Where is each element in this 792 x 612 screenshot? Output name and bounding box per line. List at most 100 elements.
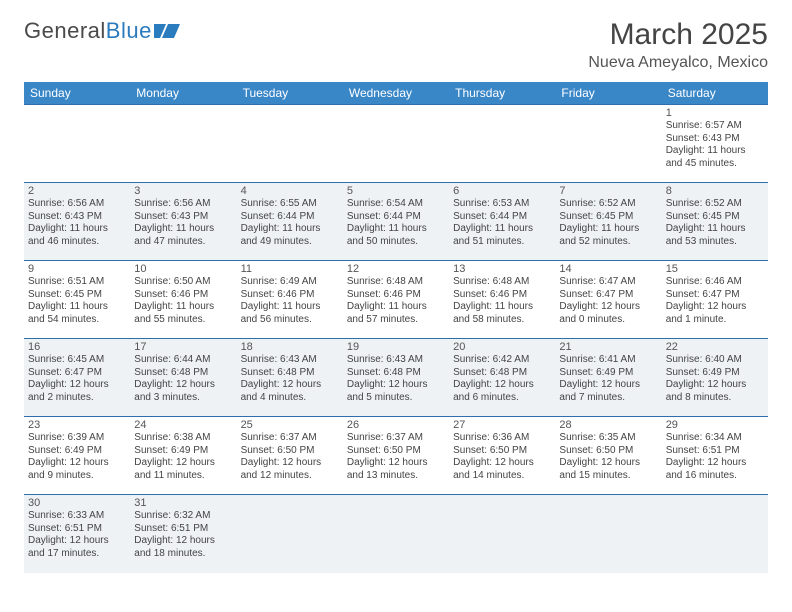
calendar-day-cell: 19Sunrise: 6:43 AMSunset: 6:48 PMDayligh… [343,339,449,417]
calendar-day-cell: 12Sunrise: 6:48 AMSunset: 6:46 PMDayligh… [343,261,449,339]
calendar-day-cell: 16Sunrise: 6:45 AMSunset: 6:47 PMDayligh… [24,339,130,417]
calendar-day-cell [555,495,661,573]
sunset-text: Sunset: 6:49 PM [559,367,657,380]
daylight-text: Daylight: 11 hours and 45 minutes. [666,145,764,170]
calendar-day-cell [449,495,555,573]
sunrise-text: Sunrise: 6:42 AM [453,354,551,367]
sunrise-text: Sunrise: 6:43 AM [241,354,339,367]
sunset-text: Sunset: 6:49 PM [28,445,126,458]
topbar: GeneralBlue March 2025 Nueva Ameyalco, M… [24,18,768,72]
sunset-text: Sunset: 6:45 PM [28,289,126,302]
calendar-day-cell: 27Sunrise: 6:36 AMSunset: 6:50 PMDayligh… [449,417,555,495]
day-number: 30 [28,497,126,509]
calendar-day-cell [555,105,661,183]
calendar-day-cell: 10Sunrise: 6:50 AMSunset: 6:46 PMDayligh… [130,261,236,339]
daylight-text: Daylight: 12 hours and 18 minutes. [134,535,232,560]
daylight-text: Daylight: 12 hours and 0 minutes. [559,301,657,326]
calendar-day-cell [343,105,449,183]
calendar-day-cell: 14Sunrise: 6:47 AMSunset: 6:47 PMDayligh… [555,261,661,339]
day-number: 8 [666,185,764,197]
calendar-week-row: 1Sunrise: 6:57 AMSunset: 6:43 PMDaylight… [24,105,768,183]
calendar-table: Sunday Monday Tuesday Wednesday Thursday… [24,82,768,573]
calendar-day-cell: 6Sunrise: 6:53 AMSunset: 6:44 PMDaylight… [449,183,555,261]
weekday-header: Saturday [662,82,768,105]
sunset-text: Sunset: 6:46 PM [134,289,232,302]
day-number: 19 [347,341,445,353]
calendar-day-cell: 11Sunrise: 6:49 AMSunset: 6:46 PMDayligh… [237,261,343,339]
sunset-text: Sunset: 6:50 PM [453,445,551,458]
calendar-day-cell [237,495,343,573]
calendar-day-cell: 24Sunrise: 6:38 AMSunset: 6:49 PMDayligh… [130,417,236,495]
sunset-text: Sunset: 6:43 PM [134,211,232,224]
sunset-text: Sunset: 6:50 PM [241,445,339,458]
sunset-text: Sunset: 6:51 PM [28,523,126,536]
sunrise-text: Sunrise: 6:44 AM [134,354,232,367]
daylight-text: Daylight: 12 hours and 1 minute. [666,301,764,326]
sunset-text: Sunset: 6:47 PM [666,289,764,302]
daylight-text: Daylight: 11 hours and 50 minutes. [347,223,445,248]
weekday-header-row: Sunday Monday Tuesday Wednesday Thursday… [24,82,768,105]
day-number: 11 [241,263,339,275]
calendar-day-cell [130,105,236,183]
weekday-header: Thursday [449,82,555,105]
sunrise-text: Sunrise: 6:46 AM [666,276,764,289]
sunrise-text: Sunrise: 6:51 AM [28,276,126,289]
day-number: 27 [453,419,551,431]
daylight-text: Daylight: 11 hours and 47 minutes. [134,223,232,248]
calendar-day-cell [24,105,130,183]
daylight-text: Daylight: 11 hours and 56 minutes. [241,301,339,326]
sunset-text: Sunset: 6:46 PM [241,289,339,302]
calendar-day-cell: 29Sunrise: 6:34 AMSunset: 6:51 PMDayligh… [662,417,768,495]
sunrise-text: Sunrise: 6:53 AM [453,198,551,211]
calendar-day-cell: 21Sunrise: 6:41 AMSunset: 6:49 PMDayligh… [555,339,661,417]
weekday-header: Wednesday [343,82,449,105]
day-number: 28 [559,419,657,431]
day-number: 7 [559,185,657,197]
sunset-text: Sunset: 6:44 PM [241,211,339,224]
daylight-text: Daylight: 12 hours and 3 minutes. [134,379,232,404]
calendar-day-cell [662,495,768,573]
sunrise-text: Sunrise: 6:35 AM [559,432,657,445]
day-number: 10 [134,263,232,275]
day-number: 9 [28,263,126,275]
daylight-text: Daylight: 12 hours and 8 minutes. [666,379,764,404]
daylight-text: Daylight: 11 hours and 54 minutes. [28,301,126,326]
calendar-week-row: 16Sunrise: 6:45 AMSunset: 6:47 PMDayligh… [24,339,768,417]
sunrise-text: Sunrise: 6:40 AM [666,354,764,367]
sunset-text: Sunset: 6:49 PM [666,367,764,380]
calendar-day-cell: 17Sunrise: 6:44 AMSunset: 6:48 PMDayligh… [130,339,236,417]
day-number: 13 [453,263,551,275]
sunset-text: Sunset: 6:48 PM [241,367,339,380]
sunset-text: Sunset: 6:47 PM [559,289,657,302]
calendar-day-cell: 28Sunrise: 6:35 AMSunset: 6:50 PMDayligh… [555,417,661,495]
calendar-day-cell: 4Sunrise: 6:55 AMSunset: 6:44 PMDaylight… [237,183,343,261]
day-number: 15 [666,263,764,275]
daylight-text: Daylight: 12 hours and 5 minutes. [347,379,445,404]
sunset-text: Sunset: 6:43 PM [666,133,764,146]
day-number: 31 [134,497,232,509]
month-title: March 2025 [588,18,768,52]
day-number: 16 [28,341,126,353]
logo-flag-icon [154,22,180,40]
calendar-day-cell: 20Sunrise: 6:42 AMSunset: 6:48 PMDayligh… [449,339,555,417]
day-number: 1 [666,107,764,119]
daylight-text: Daylight: 12 hours and 11 minutes. [134,457,232,482]
day-number: 5 [347,185,445,197]
day-number: 12 [347,263,445,275]
day-number: 22 [666,341,764,353]
weekday-header: Friday [555,82,661,105]
day-number: 18 [241,341,339,353]
logo-text-1: General [24,18,106,44]
sunrise-text: Sunrise: 6:47 AM [559,276,657,289]
daylight-text: Daylight: 12 hours and 7 minutes. [559,379,657,404]
day-number: 4 [241,185,339,197]
sunrise-text: Sunrise: 6:32 AM [134,510,232,523]
sunrise-text: Sunrise: 6:49 AM [241,276,339,289]
sunrise-text: Sunrise: 6:52 AM [666,198,764,211]
heading: March 2025 Nueva Ameyalco, Mexico [588,18,768,72]
calendar-day-cell [237,105,343,183]
daylight-text: Daylight: 11 hours and 55 minutes. [134,301,232,326]
daylight-text: Daylight: 12 hours and 4 minutes. [241,379,339,404]
daylight-text: Daylight: 12 hours and 13 minutes. [347,457,445,482]
day-number: 20 [453,341,551,353]
